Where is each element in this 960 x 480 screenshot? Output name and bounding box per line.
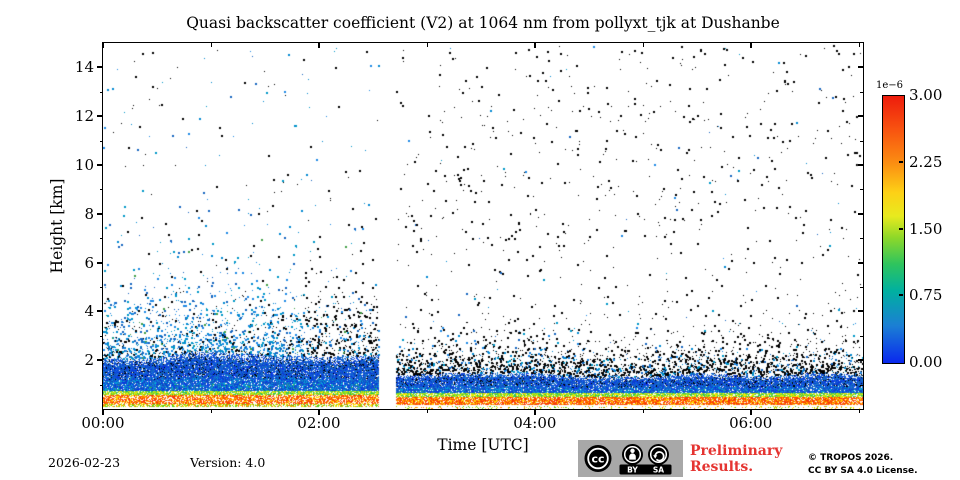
measurement-date: 2026-02-23 (48, 455, 121, 470)
y-tick-label: 2 (84, 351, 94, 370)
sa-label: SA (653, 466, 664, 475)
y-major-tick-right (858, 261, 863, 264)
by-person-head (630, 448, 635, 453)
colorbar-tick-label: 0.75 (909, 286, 943, 305)
y-minor-tick-right (860, 189, 863, 191)
y-minor-tick (100, 384, 103, 386)
colorbar-tick-label: 0.00 (909, 353, 943, 371)
y-tick-label: 6 (84, 253, 94, 272)
copyright-line1: © TROPOS 2026. (808, 453, 894, 463)
y-major-tick (97, 66, 103, 69)
x-axis-label: Time [UTC] (437, 436, 529, 454)
x-major-tick (102, 409, 104, 415)
y-tick-label: 10 (74, 156, 94, 174)
y-minor-tick-right (860, 91, 863, 93)
preliminary-line1: Preliminary (690, 443, 783, 459)
colorbar-tick (899, 160, 903, 163)
x-tick-label: 00:00 (81, 414, 125, 432)
x-major-tick (749, 409, 752, 415)
y-major-tick-right (858, 164, 863, 166)
x-tick-label: 04:00 (513, 414, 557, 432)
y-minor-tick-right (860, 335, 863, 337)
cc-license-badge: cc BY SA (578, 440, 683, 477)
x-minor-tick-top (210, 43, 212, 47)
plot-area (102, 42, 864, 410)
colorbar-tick-label: 2.25 (909, 152, 943, 171)
sa-arrow-head (653, 455, 658, 459)
badge-label-bar (619, 464, 672, 475)
y-tick-label: 12 (74, 107, 94, 126)
y-major-tick-right (858, 359, 863, 362)
backscatter-scatter-canvas (103, 43, 863, 409)
x-minor-tick (858, 409, 860, 413)
x-minor-tick (426, 409, 428, 413)
y-minor-tick (100, 91, 103, 93)
preliminary-results-note: Preliminary Results. (690, 443, 782, 475)
y-minor-tick (100, 140, 103, 142)
version-label: Version: 4.0 (190, 455, 266, 470)
colorbar-tick-label: 3.00 (909, 86, 943, 104)
sa-icon-ring (649, 445, 668, 464)
sa-arrow-arc (654, 451, 665, 462)
y-minor-tick (100, 189, 103, 191)
x-major-tick-top (317, 43, 320, 48)
x-minor-tick (210, 409, 212, 413)
y-minor-tick-right (860, 384, 863, 386)
preliminary-line2: Results. (690, 459, 754, 475)
y-major-tick (97, 115, 103, 118)
chart-title: Quasi backscatter coefficient (V2) at 10… (186, 14, 780, 32)
y-major-tick (97, 212, 103, 215)
colorbar-tick-label: 1.50 (909, 219, 943, 238)
cc-icon-ring (587, 447, 609, 470)
x-major-tick-top (102, 43, 104, 48)
y-major-tick (97, 164, 103, 166)
y-tick-label: 4 (84, 302, 94, 321)
colorbar-tick (899, 294, 903, 297)
x-tick-label: 06:00 (729, 414, 773, 432)
cc-icon-text: cc (591, 453, 604, 466)
y-minor-tick (100, 335, 103, 337)
x-major-tick-top (749, 43, 752, 48)
x-major-tick (533, 409, 536, 415)
y-tick-label: 8 (84, 204, 94, 223)
by-label: BY (627, 466, 638, 475)
x-minor-tick-top (858, 43, 860, 47)
x-major-tick-top (533, 43, 536, 48)
y-major-tick-right (858, 212, 863, 215)
copyright-note: © TROPOS 2026. CC BY SA 4.0 License. (808, 452, 918, 478)
y-minor-tick-right (860, 140, 863, 142)
y-major-tick (97, 359, 103, 362)
y-minor-tick (100, 287, 103, 288)
y-major-tick-right (858, 66, 863, 69)
y-tick-label: 14 (74, 58, 94, 77)
x-major-tick (317, 409, 320, 415)
y-minor-tick-right (860, 238, 863, 240)
y-major-tick (97, 310, 103, 313)
y-major-tick-right (858, 115, 863, 118)
by-icon-ring (623, 445, 642, 464)
by-person-body (629, 453, 636, 460)
colorbar-tick (899, 227, 903, 230)
x-minor-tick (642, 409, 644, 413)
x-minor-tick-top (426, 43, 428, 47)
x-tick-label: 02:00 (297, 414, 341, 432)
colorbar-scale-label: 1e−6 (876, 80, 904, 91)
y-minor-tick (100, 238, 103, 240)
y-major-tick-right (858, 310, 863, 313)
y-minor-tick-right (860, 287, 863, 288)
copyright-line2: CC BY SA 4.0 License. (808, 466, 918, 476)
y-major-tick (97, 261, 103, 264)
x-minor-tick-top (642, 43, 644, 47)
colorbar (882, 95, 905, 364)
